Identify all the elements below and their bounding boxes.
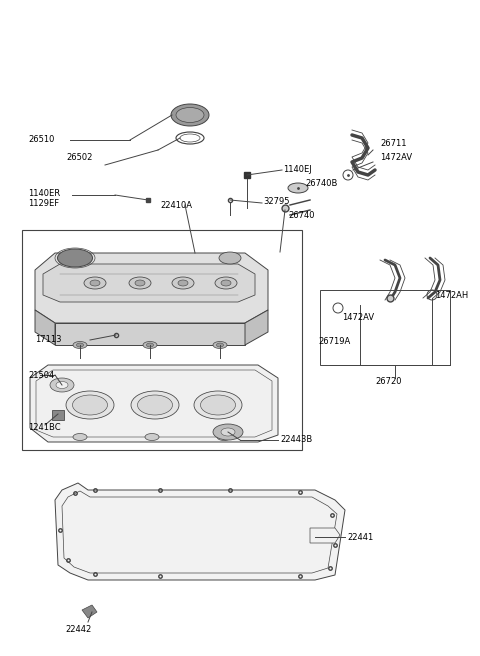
Ellipse shape xyxy=(129,277,151,289)
Polygon shape xyxy=(245,310,268,345)
Ellipse shape xyxy=(145,434,159,440)
Ellipse shape xyxy=(135,280,145,286)
Polygon shape xyxy=(55,323,245,345)
Text: 26720: 26720 xyxy=(375,377,401,386)
Text: 26711: 26711 xyxy=(380,138,407,148)
Polygon shape xyxy=(310,528,340,543)
Ellipse shape xyxy=(137,395,172,415)
Ellipse shape xyxy=(213,342,227,348)
Text: 1472AH: 1472AH xyxy=(435,291,468,300)
Text: 1129EF: 1129EF xyxy=(28,199,59,209)
Ellipse shape xyxy=(73,342,87,348)
Ellipse shape xyxy=(56,382,68,388)
Ellipse shape xyxy=(90,280,100,286)
Ellipse shape xyxy=(143,342,157,348)
Ellipse shape xyxy=(213,424,243,440)
Ellipse shape xyxy=(288,183,308,193)
Text: 22442: 22442 xyxy=(65,626,91,634)
Text: 26719A: 26719A xyxy=(318,337,350,346)
Ellipse shape xyxy=(221,280,231,286)
Bar xyxy=(22,230,302,450)
Ellipse shape xyxy=(176,108,204,123)
Polygon shape xyxy=(35,310,55,345)
Text: 22443B: 22443B xyxy=(280,436,312,445)
Ellipse shape xyxy=(146,343,154,347)
Ellipse shape xyxy=(217,434,231,440)
Ellipse shape xyxy=(72,395,108,415)
Text: 1140ER: 1140ER xyxy=(28,188,60,197)
Text: 1140EJ: 1140EJ xyxy=(283,165,312,173)
Ellipse shape xyxy=(178,280,188,286)
Ellipse shape xyxy=(76,343,84,347)
Polygon shape xyxy=(30,365,278,442)
Ellipse shape xyxy=(216,343,224,347)
Text: 26740B: 26740B xyxy=(305,178,337,188)
Polygon shape xyxy=(55,483,345,580)
Ellipse shape xyxy=(171,104,209,126)
Ellipse shape xyxy=(215,277,237,289)
Text: 22441: 22441 xyxy=(347,533,373,541)
Bar xyxy=(52,410,64,420)
Polygon shape xyxy=(43,264,255,302)
Text: 17113: 17113 xyxy=(35,335,61,344)
Ellipse shape xyxy=(194,391,242,419)
Ellipse shape xyxy=(131,391,179,419)
Polygon shape xyxy=(35,253,268,323)
Ellipse shape xyxy=(73,434,87,440)
Text: 21504: 21504 xyxy=(28,371,54,380)
Ellipse shape xyxy=(66,391,114,419)
Text: 1472AV: 1472AV xyxy=(342,312,374,321)
Polygon shape xyxy=(82,605,97,618)
Text: 26502: 26502 xyxy=(66,152,92,161)
Text: 26510: 26510 xyxy=(28,136,54,144)
Ellipse shape xyxy=(219,252,241,264)
Text: 1241BC: 1241BC xyxy=(28,424,60,432)
Bar xyxy=(320,290,450,365)
Ellipse shape xyxy=(172,277,194,289)
Text: 32795: 32795 xyxy=(263,197,289,207)
Text: 22410A: 22410A xyxy=(160,201,192,209)
Ellipse shape xyxy=(201,395,236,415)
Ellipse shape xyxy=(50,378,74,392)
Ellipse shape xyxy=(221,428,235,436)
Ellipse shape xyxy=(84,277,106,289)
Ellipse shape xyxy=(58,249,93,267)
Text: 26740: 26740 xyxy=(288,211,314,220)
Text: 1472AV: 1472AV xyxy=(380,154,412,163)
